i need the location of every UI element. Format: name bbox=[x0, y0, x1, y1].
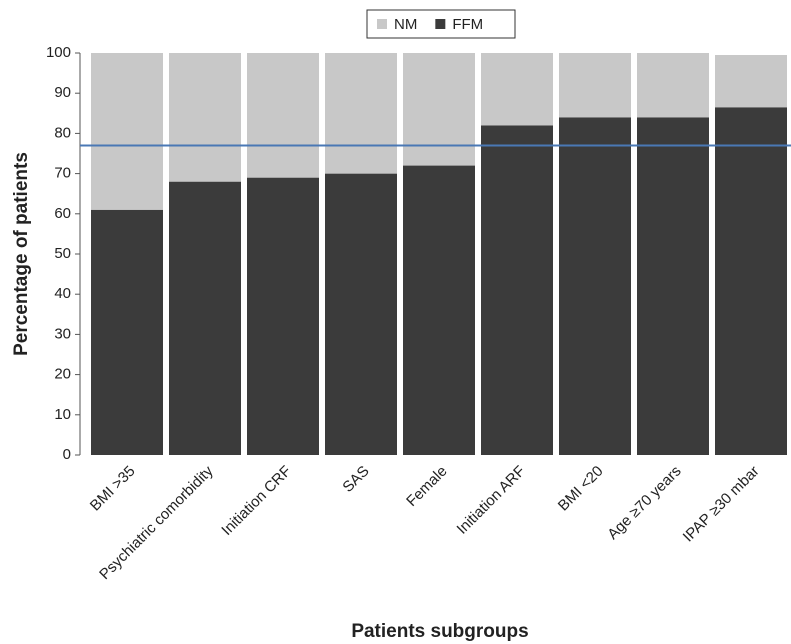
y-tick-label: 50 bbox=[54, 245, 71, 262]
x-tick-label: BMI >35 bbox=[87, 463, 139, 515]
x-tick-label: Age ≥70 years bbox=[604, 463, 684, 543]
bar-segment bbox=[481, 125, 553, 456]
bar-segment bbox=[559, 117, 631, 455]
bar-segment bbox=[637, 53, 709, 118]
y-tick-label: 0 bbox=[63, 446, 71, 463]
x-tick-label: IPAP ≥30 mbar bbox=[680, 463, 763, 546]
y-tick-label: 10 bbox=[54, 406, 71, 423]
legend-label: NM bbox=[394, 16, 417, 33]
bar-segment bbox=[403, 53, 475, 166]
x-tick-label: BMI <20 bbox=[555, 463, 607, 515]
y-tick-label: 80 bbox=[54, 124, 71, 141]
bar-segment bbox=[91, 209, 163, 455]
y-tick-label: 20 bbox=[54, 366, 71, 383]
x-tick-label: Initiation ARF bbox=[454, 463, 529, 538]
bar-segment bbox=[637, 117, 709, 455]
x-axis-title: Patients subgroups bbox=[351, 621, 528, 642]
x-tick-label: Initiation CRF bbox=[218, 463, 294, 539]
bar-segment bbox=[715, 55, 787, 108]
y-tick-label: 40 bbox=[54, 285, 71, 302]
y-tick-label: 100 bbox=[46, 44, 71, 61]
legend-swatch bbox=[435, 19, 446, 29]
y-axis-title: Percentage of patients bbox=[11, 152, 32, 356]
x-tick-label: SAS bbox=[339, 463, 372, 496]
bar-segment bbox=[169, 53, 241, 182]
bar-segment bbox=[715, 107, 787, 456]
bar-segment bbox=[481, 53, 553, 126]
bar-segment bbox=[169, 181, 241, 455]
legend-label: FFM bbox=[452, 16, 483, 33]
bar-segment bbox=[247, 53, 319, 178]
bar-segment bbox=[325, 53, 397, 174]
x-tick-label: Female bbox=[403, 463, 450, 510]
bar-segment bbox=[91, 53, 163, 210]
y-tick-label: 70 bbox=[54, 165, 71, 182]
legend-swatch bbox=[377, 19, 387, 29]
bar-segment bbox=[247, 177, 319, 455]
bar-segment bbox=[325, 173, 397, 455]
bar-segment bbox=[559, 53, 631, 118]
y-tick-label: 90 bbox=[54, 84, 71, 101]
y-tick-label: 60 bbox=[54, 205, 71, 222]
y-tick-label: 30 bbox=[54, 325, 71, 342]
bar-segment bbox=[403, 165, 475, 455]
